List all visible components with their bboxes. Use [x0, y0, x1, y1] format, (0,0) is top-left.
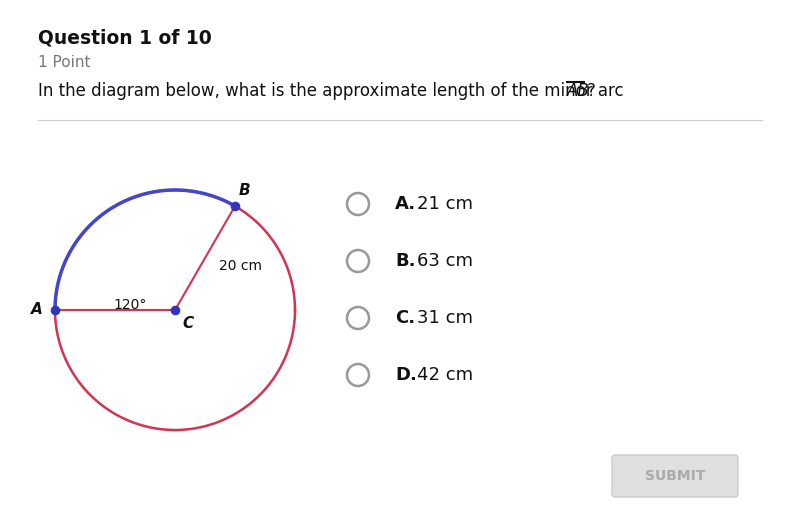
- Text: AB: AB: [567, 82, 590, 100]
- Text: 120°: 120°: [114, 298, 147, 312]
- FancyBboxPatch shape: [612, 455, 738, 497]
- Text: 42 cm: 42 cm: [417, 366, 473, 384]
- Text: D.: D.: [395, 366, 417, 384]
- Text: B.: B.: [395, 252, 415, 270]
- Text: SUBMIT: SUBMIT: [645, 469, 705, 483]
- Point: [229, 202, 242, 210]
- Text: A.: A.: [395, 195, 416, 213]
- Text: C: C: [182, 316, 194, 331]
- Point: [49, 306, 62, 314]
- Text: C.: C.: [395, 309, 415, 327]
- Text: 63 cm: 63 cm: [417, 252, 473, 270]
- Text: 21 cm: 21 cm: [417, 195, 473, 213]
- Text: 31 cm: 31 cm: [417, 309, 473, 327]
- Text: 1 Point: 1 Point: [38, 55, 90, 70]
- Text: A: A: [31, 303, 43, 317]
- Text: In the diagram below, what is the approximate length of the minor arc: In the diagram below, what is the approx…: [38, 82, 629, 100]
- Text: B: B: [239, 183, 250, 198]
- Text: 20 cm: 20 cm: [219, 259, 262, 273]
- Text: ?: ?: [587, 82, 596, 100]
- Text: Question 1 of 10: Question 1 of 10: [38, 28, 212, 47]
- Point: [169, 306, 182, 314]
